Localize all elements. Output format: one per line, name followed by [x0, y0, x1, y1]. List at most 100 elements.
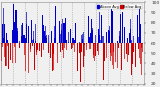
Bar: [96, 43, 97, 45]
Bar: [141, 43, 142, 48]
Bar: [66, 43, 67, 50]
Bar: [44, 31, 45, 43]
Bar: [120, 30, 121, 43]
Bar: [43, 43, 44, 50]
Bar: [83, 43, 84, 66]
Bar: [24, 43, 25, 55]
Bar: [67, 43, 68, 45]
Bar: [59, 21, 60, 43]
Bar: [34, 43, 35, 45]
Bar: [94, 43, 95, 61]
Bar: [84, 43, 85, 45]
Bar: [109, 26, 110, 43]
Bar: [60, 43, 61, 52]
Bar: [108, 30, 109, 43]
Bar: [126, 43, 127, 54]
Bar: [13, 34, 14, 43]
Bar: [95, 43, 96, 56]
Bar: [64, 23, 65, 43]
Bar: [79, 42, 80, 43]
Bar: [101, 21, 102, 43]
Bar: [46, 38, 47, 43]
Bar: [119, 31, 120, 43]
Bar: [30, 43, 31, 49]
Bar: [12, 30, 13, 43]
Bar: [102, 36, 103, 43]
Bar: [121, 43, 122, 58]
Bar: [133, 36, 134, 43]
Bar: [70, 29, 71, 43]
Bar: [126, 43, 127, 54]
Bar: [94, 43, 95, 44]
Bar: [113, 43, 114, 69]
Bar: [110, 43, 111, 53]
Bar: [3, 38, 4, 43]
Bar: [104, 43, 105, 45]
Bar: [35, 24, 36, 43]
Bar: [138, 37, 139, 43]
Bar: [35, 41, 36, 43]
Bar: [130, 19, 131, 43]
Bar: [67, 43, 68, 58]
Bar: [124, 27, 125, 43]
Bar: [8, 43, 9, 69]
Bar: [77, 43, 78, 71]
Bar: [43, 25, 44, 43]
Bar: [27, 26, 28, 43]
Bar: [17, 31, 18, 43]
Bar: [45, 36, 46, 43]
Bar: [62, 19, 63, 43]
Bar: [109, 31, 110, 43]
Bar: [142, 43, 143, 52]
Bar: [73, 43, 74, 45]
Bar: [99, 12, 100, 43]
Bar: [25, 38, 26, 43]
Bar: [101, 15, 102, 43]
Bar: [116, 35, 117, 43]
Bar: [75, 27, 76, 43]
Bar: [106, 32, 107, 43]
Bar: [113, 43, 114, 52]
Bar: [95, 35, 96, 43]
Bar: [140, 24, 141, 43]
Bar: [54, 26, 55, 43]
Bar: [37, 43, 38, 50]
Bar: [86, 43, 87, 50]
Bar: [17, 28, 18, 43]
Bar: [139, 5, 140, 43]
Bar: [114, 35, 115, 43]
Bar: [133, 43, 134, 52]
Bar: [23, 35, 24, 43]
Bar: [114, 43, 115, 52]
Bar: [123, 23, 124, 43]
Bar: [46, 35, 47, 43]
Bar: [57, 43, 58, 63]
Bar: [50, 43, 51, 47]
Bar: [5, 43, 6, 50]
Bar: [141, 43, 142, 75]
Bar: [21, 36, 22, 43]
Bar: [130, 29, 131, 43]
Bar: [76, 43, 77, 56]
Bar: [1, 43, 2, 44]
Bar: [6, 43, 7, 66]
Bar: [120, 14, 121, 43]
Bar: [20, 40, 21, 43]
Bar: [117, 41, 118, 43]
Bar: [60, 34, 61, 43]
Bar: [30, 43, 31, 52]
Bar: [55, 33, 56, 43]
Bar: [49, 43, 50, 69]
Bar: [10, 43, 11, 60]
Bar: [88, 35, 89, 43]
Bar: [18, 43, 19, 52]
Bar: [143, 42, 144, 43]
Bar: [123, 43, 124, 61]
Bar: [28, 26, 29, 43]
Bar: [90, 33, 91, 43]
Bar: [7, 43, 8, 46]
Bar: [84, 43, 85, 56]
Bar: [7, 40, 8, 43]
Bar: [69, 42, 70, 43]
Bar: [136, 43, 137, 57]
